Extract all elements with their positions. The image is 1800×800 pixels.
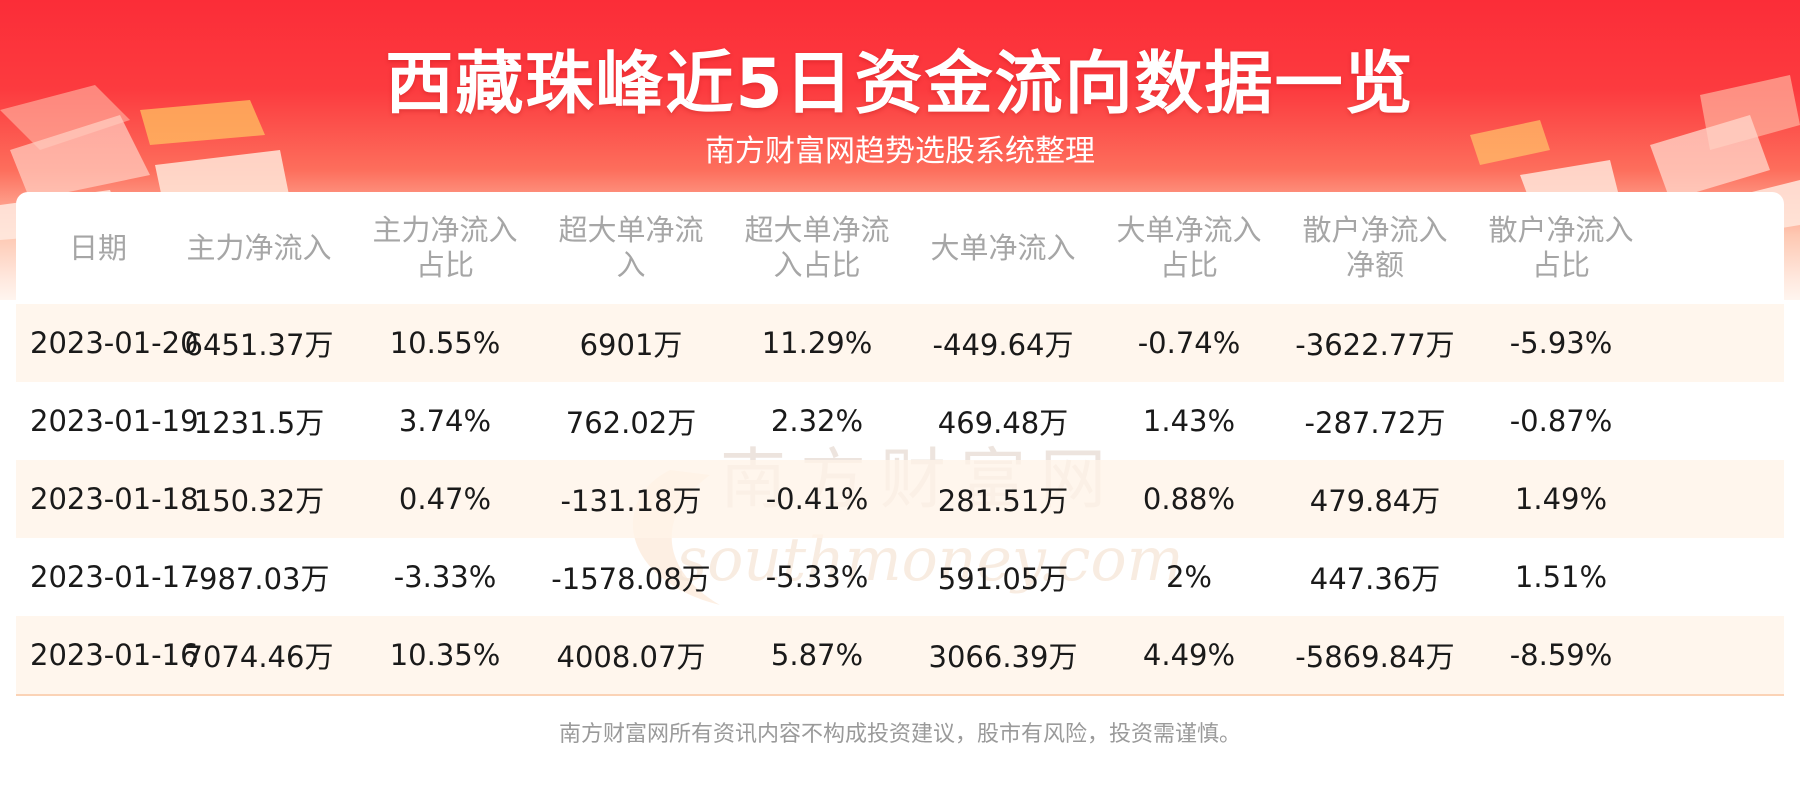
table-row: 2023-01-16 7074.46万 10.35% 4008.07万 5.87… <box>16 616 1784 694</box>
cell-large-ratio: -0.74% <box>1137 326 1241 360</box>
column-header-large-ratio: 大单净流入 占比 <box>1116 213 1262 282</box>
table-row: 2023-01-19 1231.5万 3.74% 762.02万 2.32% 4… <box>16 382 1784 460</box>
cell-super-large-inflow: 4008.07万 <box>556 640 706 674</box>
cell-main-ratio: 10.35% <box>389 638 501 672</box>
footer-disclaimer: 南方财富网所有资讯内容不构成投资建议，股市有风险，投资需谨慎。 <box>558 722 1241 747</box>
cell-retail-ratio: -0.87% <box>1509 404 1613 438</box>
cell-super-large-inflow: 762.02万 <box>565 406 697 440</box>
cell-main-inflow: 150.32万 <box>193 484 325 518</box>
cell-main-inflow: 1231.5万 <box>193 406 325 440</box>
column-header-main-inflow: 主力净流入 <box>186 230 332 265</box>
cell-retail-net: -3622.77万 <box>1295 328 1455 362</box>
cell-main-inflow: 7074.46万 <box>184 640 334 674</box>
cell-large-inflow: 281.51万 <box>937 484 1069 518</box>
column-header-super-large-ratio: 超大单净流 入占比 <box>744 213 890 282</box>
cell-large-ratio: 2% <box>1165 560 1212 594</box>
cell-super-large-ratio: -5.33% <box>765 560 869 594</box>
cell-retail-net: -5869.84万 <box>1295 640 1455 674</box>
cell-retail-ratio: -8.59% <box>1509 638 1613 672</box>
table-body: 2023-01-20 6451.37万 10.55% 6901万 11.29% … <box>16 304 1784 694</box>
cell-super-large-inflow: -131.18万 <box>560 484 702 518</box>
cell-large-inflow: 469.48万 <box>937 406 1069 440</box>
column-header-large-inflow: 大单净流入 <box>930 230 1076 265</box>
cell-super-large-ratio: 11.29% <box>761 326 873 360</box>
cell-main-inflow: 6451.37万 <box>184 328 334 362</box>
page-subtitle: 南方财富网趋势选股系统整理 <box>705 134 1095 169</box>
table-row: 2023-01-20 6451.37万 10.55% 6901万 11.29% … <box>16 304 1784 382</box>
column-header-retail-net: 散户净流入 净额 <box>1302 213 1448 282</box>
cell-main-ratio: 0.47% <box>398 482 492 516</box>
cell-retail-net: -287.72万 <box>1304 406 1446 440</box>
cell-retail-ratio: 1.49% <box>1514 482 1608 516</box>
cell-large-ratio: 0.88% <box>1142 482 1236 516</box>
cell-super-large-ratio: 2.32% <box>770 404 864 438</box>
cell-main-ratio: 3.74% <box>398 404 492 438</box>
cell-super-large-ratio: 5.87% <box>770 638 864 672</box>
cell-large-inflow: 3066.39万 <box>928 640 1078 674</box>
cell-large-ratio: 1.43% <box>1142 404 1236 438</box>
column-header-date: 日期 <box>68 230 127 265</box>
cell-retail-ratio: 1.51% <box>1514 560 1608 594</box>
page-title: 西藏珠峰近5日资金流向数据一览 <box>385 45 1415 124</box>
table-row: 2023-01-17 -987.03万 -3.33% -1578.08万 -5.… <box>16 538 1784 616</box>
column-header-main-ratio: 主力净流入 占比 <box>372 213 518 282</box>
cell-super-large-inflow: -1578.08万 <box>551 562 711 596</box>
cell-date: 2023-01-19 <box>30 404 199 438</box>
cell-retail-net: 447.36万 <box>1309 562 1441 596</box>
cell-date: 2023-01-17 <box>30 560 199 594</box>
table-card <box>16 192 1784 694</box>
cell-super-large-ratio: -0.41% <box>765 482 869 516</box>
cell-retail-net: 479.84万 <box>1309 484 1441 518</box>
column-header-super-large-inflow: 超大单净流入 <box>558 213 704 282</box>
cell-large-inflow: -449.64万 <box>932 328 1074 362</box>
cell-large-inflow: 591.05万 <box>937 562 1069 596</box>
cell-main-ratio: 10.55% <box>389 326 501 360</box>
cell-date: 2023-01-18 <box>30 482 199 516</box>
footer-divider <box>16 694 1784 696</box>
column-header-retail-ratio: 散户净流入 占比 <box>1488 213 1634 282</box>
cell-retail-ratio: -5.93% <box>1509 326 1613 360</box>
cell-large-ratio: 4.49% <box>1142 638 1236 672</box>
cell-main-ratio: -3.33% <box>393 560 497 594</box>
cell-main-inflow: -987.03万 <box>188 562 330 596</box>
cell-date: 2023-01-20 <box>30 326 199 360</box>
cell-date: 2023-01-16 <box>30 638 199 672</box>
table-header: 日期 主力净流入 主力净流入 占比 超大单净流入 超大单净流 入占比 大单净流入 大… <box>16 192 1784 304</box>
table-row: 2023-01-18 150.32万 0.47% -131.18万 -0.41%… <box>16 460 1784 538</box>
cell-super-large-inflow: 6901万 <box>579 328 683 362</box>
